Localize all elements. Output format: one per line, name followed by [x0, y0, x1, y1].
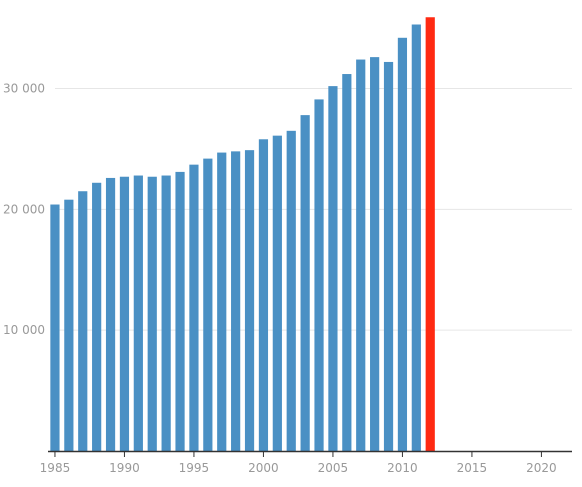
bar-1997 — [217, 152, 227, 451]
y-tick-label: 30 000 — [3, 82, 45, 96]
bars — [50, 17, 435, 452]
bar-2011 — [411, 24, 421, 451]
bar-2008 — [370, 57, 380, 452]
bar-1996 — [203, 158, 213, 452]
bar-2003 — [300, 115, 310, 452]
x-tick-label: 1990 — [109, 461, 140, 475]
x-tick-label: 2000 — [248, 461, 279, 475]
bar-2009 — [383, 61, 394, 451]
y-tick-label: 10 000 — [3, 323, 45, 337]
bar-2005 — [328, 86, 338, 452]
bar-2001 — [272, 135, 282, 451]
bar-1999 — [244, 150, 255, 451]
bar-2000 — [258, 139, 269, 451]
bar-1994 — [175, 171, 185, 451]
x-tick-label: 1985 — [40, 461, 71, 475]
bar-1989 — [105, 177, 116, 451]
bar-2010 — [397, 37, 408, 451]
bar-2002 — [286, 130, 296, 451]
bar-1986 — [64, 199, 74, 451]
bar-2006 — [342, 74, 352, 451]
bar-1993 — [161, 175, 171, 451]
bar-1995 — [189, 164, 199, 451]
bar-1990 — [119, 176, 130, 452]
x-axis-tick-labels: 1985 1990 1995 2000 2005 2010 2015 2020 — [40, 451, 557, 475]
bar-2007 — [356, 59, 366, 451]
x-tick-label: 2005 — [318, 461, 349, 475]
bar-1992 — [147, 176, 157, 452]
x-tick-label: 2010 — [387, 461, 418, 475]
y-axis-tick-labels: 10 000 20 000 30 000 — [3, 82, 45, 338]
bar-1987 — [78, 191, 88, 452]
bar-1988 — [92, 182, 102, 451]
x-tick-label: 2015 — [457, 461, 488, 475]
y-tick-label: 20 000 — [3, 202, 45, 216]
bar-2012 — [425, 17, 435, 451]
bar-2004 — [314, 99, 324, 451]
bar-1991 — [133, 175, 143, 451]
bar-1985 — [50, 204, 60, 451]
x-tick-label: 1995 — [179, 461, 210, 475]
bar-1998 — [231, 151, 241, 452]
x-tick-label: 2020 — [526, 461, 557, 475]
grid-lines — [55, 88, 572, 331]
